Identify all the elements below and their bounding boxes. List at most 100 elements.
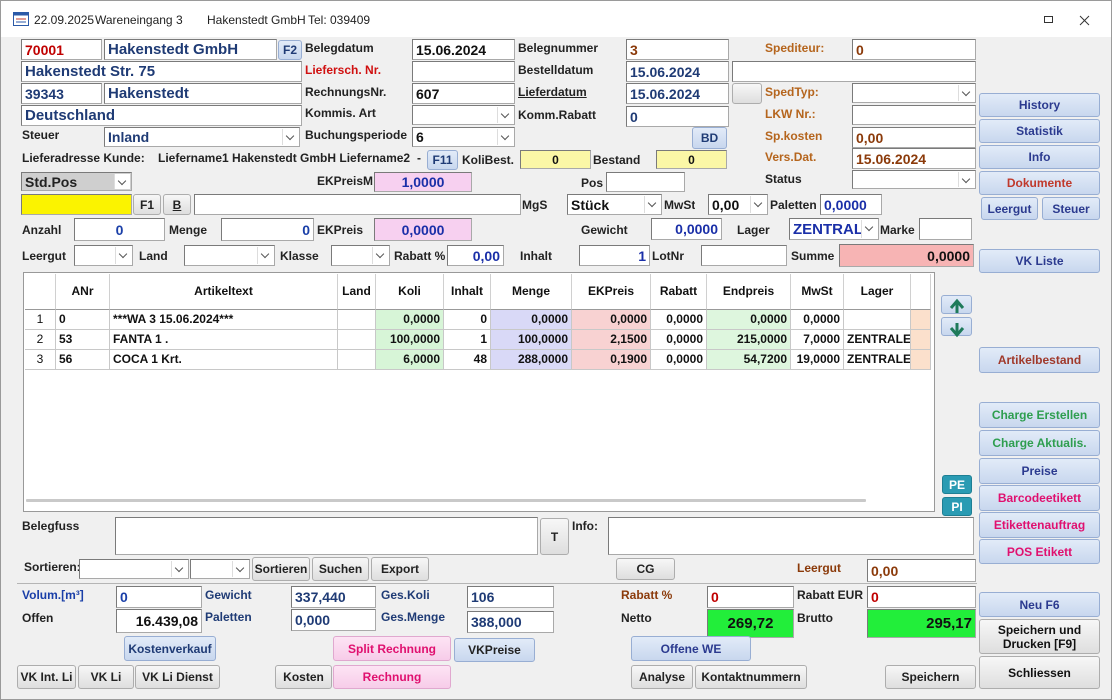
grid-cell[interactable]: 288,0000 <box>491 350 572 370</box>
dropdown[interactable] <box>331 245 390 266</box>
grid-cell[interactable] <box>338 350 376 370</box>
grid-cell[interactable]: 0,0000 <box>791 310 844 330</box>
text-field[interactable] <box>608 517 974 555</box>
dropdown-arrow[interactable] <box>958 172 974 187</box>
text-field[interactable]: 337,440 <box>291 586 376 608</box>
button[interactable]: F1 <box>133 194 161 215</box>
grid-cell[interactable]: 7,0000 <box>791 330 844 350</box>
grid-cell[interactable] <box>911 350 931 370</box>
button[interactable]: Leergut <box>981 197 1038 220</box>
grid-cell[interactable]: 0,0000 <box>491 310 572 330</box>
button[interactable]: CG <box>616 558 675 580</box>
text-field[interactable]: 39343 <box>21 83 102 104</box>
text-field[interactable]: 0 <box>707 586 794 608</box>
column-header[interactable]: Rabatt <box>651 274 707 310</box>
text-field[interactable]: 0 <box>74 218 165 241</box>
dropdown-arrow[interactable] <box>644 196 660 213</box>
grid-cell[interactable]: 100,0000 <box>491 330 572 350</box>
arrow-icon[interactable] <box>947 320 967 338</box>
text-field[interactable]: Hakenstedt <box>104 83 302 104</box>
text-field[interactable]: 0 <box>221 218 314 241</box>
grid-cell[interactable]: 0 <box>444 310 491 330</box>
text-field[interactable]: 0 <box>116 586 202 608</box>
text-field[interactable]: 15.06.2024 <box>626 61 729 82</box>
dropdown-arrow[interactable] <box>282 129 298 145</box>
button[interactable]: Info <box>979 145 1100 169</box>
text-field[interactable]: 0 <box>656 150 727 169</box>
dropdown-arrow[interactable] <box>861 220 877 238</box>
arrow-icon[interactable] <box>947 298 967 316</box>
text-field[interactable]: 0,00 <box>447 245 504 266</box>
button[interactable]: Offene WE <box>631 636 751 661</box>
button[interactable]: Preise <box>979 458 1100 484</box>
text-field[interactable]: Hakenstedt GmbH <box>104 39 277 60</box>
text-field[interactable]: 1,0000 <box>374 172 472 192</box>
dropdown[interactable]: Stück <box>567 194 662 215</box>
grid-cell[interactable]: 0,0000 <box>376 310 444 330</box>
dropdown[interactable] <box>79 559 189 579</box>
row-number[interactable]: 1 <box>25 310 56 330</box>
column-header[interactable]: Menge <box>491 274 572 310</box>
text-field[interactable]: 106 <box>467 586 554 608</box>
grid-cell[interactable] <box>338 330 376 350</box>
button[interactable]: Steuer <box>1042 197 1100 220</box>
dropdown[interactable]: Std.Pos <box>21 172 132 191</box>
text-field[interactable] <box>732 61 976 82</box>
column-header[interactable]: Inhalt <box>444 274 491 310</box>
text-field[interactable]: 295,17 <box>867 609 976 638</box>
scrollbar[interactable] <box>26 499 866 502</box>
dropdown[interactable]: 0,00 <box>708 194 768 215</box>
dropdown-arrow[interactable] <box>232 561 248 577</box>
text-field[interactable]: 0 <box>626 106 729 127</box>
dropdown[interactable]: 6 <box>412 127 515 147</box>
button[interactable]: Neu F6 <box>979 592 1100 617</box>
button[interactable]: Suchen <box>312 557 369 581</box>
grid-cell[interactable] <box>911 330 931 350</box>
button[interactable]: VK Li Dienst <box>135 665 220 689</box>
button[interactable]: Charge Aktualis. <box>979 430 1100 456</box>
button[interactable]: History <box>979 93 1100 117</box>
dropdown-arrow[interactable] <box>497 129 513 145</box>
dropdown[interactable]: ZENTRAL <box>789 218 879 240</box>
button[interactable]: Export <box>371 557 429 581</box>
button[interactable]: Artikelbestand <box>979 347 1100 373</box>
dropdown[interactable] <box>852 83 976 103</box>
button[interactable]: VK Li <box>78 665 134 689</box>
grid-cell[interactable]: 53 <box>56 330 110 350</box>
text-field[interactable]: Deutschland <box>21 105 302 126</box>
text-field[interactable] <box>852 105 976 125</box>
grid-cell[interactable]: ZENTRALE <box>844 350 911 370</box>
grid-cell[interactable]: 100,0000 <box>376 330 444 350</box>
column-header[interactable]: ANr <box>56 274 110 310</box>
text-field[interactable]: 15.06.2024 <box>852 148 976 169</box>
text-field[interactable]: 16.439,08 <box>116 609 202 633</box>
column-header[interactable]: Endpreis <box>707 274 791 310</box>
text-field[interactable]: 269,72 <box>707 609 794 638</box>
grid-cell[interactable]: 0 <box>56 310 110 330</box>
button[interactable]: PE <box>942 475 972 494</box>
button[interactable]: VK Int. Li <box>17 665 76 689</box>
grid-cell[interactable]: 2,1500 <box>572 330 651 350</box>
button[interactable]: Split Rechnung <box>333 636 451 661</box>
text-field[interactable]: 1 <box>579 245 650 266</box>
button[interactable]: F11 <box>427 150 458 170</box>
button[interactable]: F2 <box>278 40 302 60</box>
column-header[interactable]: Artikeltext <box>110 274 338 310</box>
grid-cell[interactable]: 56 <box>56 350 110 370</box>
column-header[interactable] <box>911 274 931 310</box>
dropdown-arrow[interactable] <box>497 107 513 123</box>
grid-cell[interactable]: 48 <box>444 350 491 370</box>
button[interactable]: Speichern und Drucken [F9] <box>979 619 1100 654</box>
text-field[interactable]: 0,0000 <box>839 244 974 267</box>
grid-cell[interactable]: ***WA 3 15.06.2024*** <box>110 310 338 330</box>
button[interactable]: Kontaktnummern <box>695 665 807 689</box>
text-field[interactable]: 0 <box>867 586 976 608</box>
text-field[interactable]: 0 <box>852 39 976 60</box>
grid-cell[interactable] <box>844 310 911 330</box>
grid-cell[interactable]: ZENTRALE <box>844 330 911 350</box>
grid-cell[interactable]: 0,0000 <box>572 310 651 330</box>
button[interactable]: POS Etikett <box>979 539 1100 564</box>
button[interactable]: VKPreise <box>454 638 535 662</box>
button[interactable]: Schliessen <box>979 656 1100 689</box>
grid-cell[interactable]: 6,0000 <box>376 350 444 370</box>
